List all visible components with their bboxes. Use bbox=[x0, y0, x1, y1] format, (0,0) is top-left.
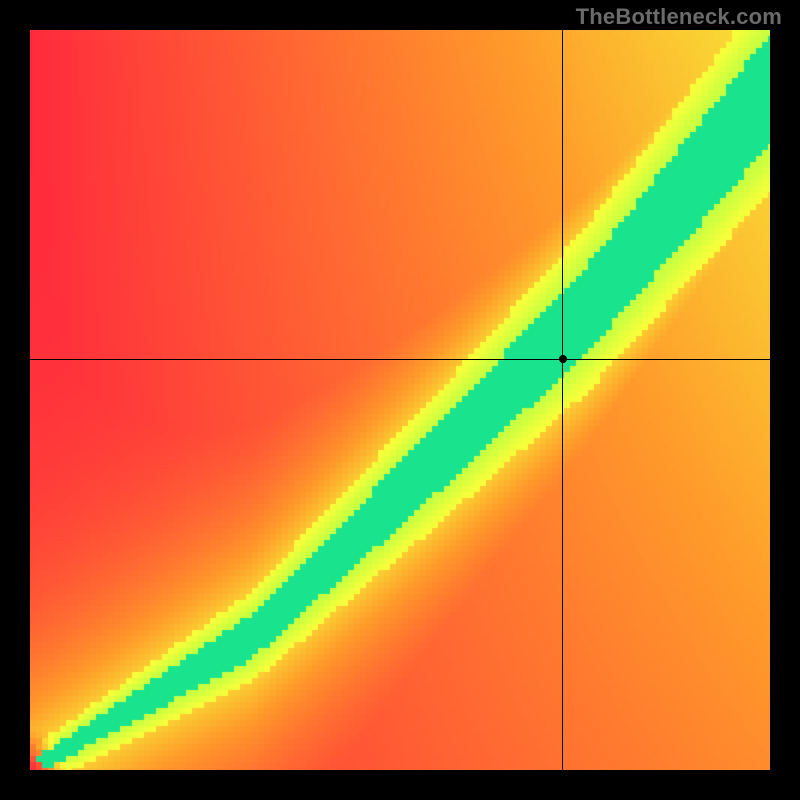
heatmap-canvas bbox=[30, 30, 770, 770]
chart-container: TheBottleneck.com bbox=[0, 0, 800, 800]
crosshair-vertical bbox=[562, 30, 563, 770]
crosshair-horizontal bbox=[30, 359, 770, 360]
watermark-text: TheBottleneck.com bbox=[576, 4, 782, 30]
